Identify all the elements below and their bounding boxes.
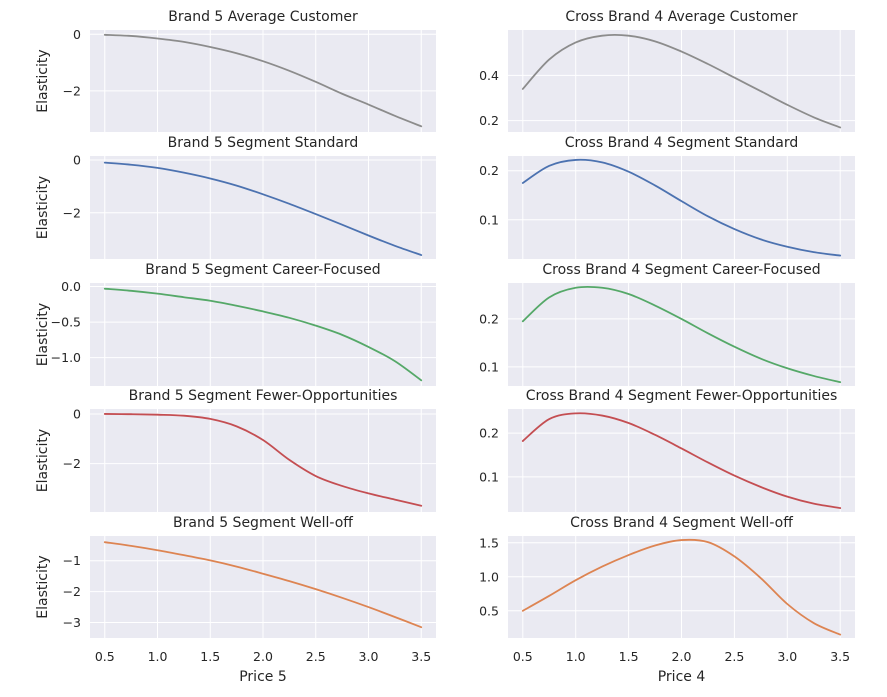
subplot-title: Brand 5 Average Customer	[168, 9, 358, 25]
subplot-5: −1.0 −0.5 0.0 Brand 5 Segment Career-Focuse…	[35, 262, 436, 386]
y-tick-label: 0.2	[479, 426, 499, 441]
subplot-title: Brand 5 Segment Well-off	[173, 515, 353, 531]
x-tick-label: 3.0	[359, 649, 379, 664]
y-tick-label: −2	[63, 205, 81, 220]
x-tick-label: 2.5	[306, 649, 326, 664]
x-tick-label: 3.5	[830, 649, 850, 664]
y-axis-label: Elasticity	[35, 176, 51, 239]
x-tick-label: 1.0	[148, 649, 168, 664]
x-tick-label: 1.0	[566, 649, 586, 664]
y-tick-label: −3	[63, 615, 81, 630]
y-tick-label: 0.1	[479, 212, 499, 227]
subplot-title: Brand 5 Segment Standard	[168, 135, 359, 151]
series-line	[103, 541, 423, 629]
series-line	[521, 412, 842, 509]
y-tick-label: −2	[63, 83, 81, 98]
y-tick-label: 0.2	[479, 163, 499, 178]
y-tick-label: −2	[63, 584, 81, 599]
subplot-title: Cross Brand 4 Average Customer	[565, 9, 798, 25]
subplot-3: −2 0 Brand 5 Segment Standard Elasticity	[35, 135, 436, 259]
y-tick-label: 0	[73, 152, 81, 167]
y-tick-label: 0.2	[479, 113, 499, 128]
series-line	[103, 287, 423, 382]
y-tick-label: −1	[63, 553, 81, 568]
y-tick-label: 0.1	[479, 469, 499, 484]
x-tick-label: 1.5	[619, 649, 639, 664]
x-tick-label: 0.5	[513, 649, 533, 664]
x-tick-label: 1.5	[200, 649, 220, 664]
y-axis-label: Elasticity	[35, 49, 51, 112]
series-line	[521, 285, 842, 384]
x-tick-label: 3.0	[777, 649, 797, 664]
series-line	[103, 413, 423, 507]
y-tick-label: 1.5	[479, 535, 499, 550]
subplot-7: −2 0 Brand 5 Segment Fewer-Opportunities El…	[35, 388, 436, 512]
subplot-title: Brand 5 Segment Fewer-Opportunities	[129, 388, 398, 404]
y-tick-label: 0	[73, 406, 81, 421]
y-tick-label: 0.5	[479, 603, 499, 618]
y-tick-label: −0.5	[51, 315, 81, 330]
y-tick-label: 1.0	[479, 569, 499, 584]
y-axis-label: Elasticity	[35, 555, 51, 618]
x-tick-label: 0.5	[95, 649, 115, 664]
series-line	[521, 158, 842, 257]
subplot-title: Cross Brand 4 Segment Career-Focused	[542, 262, 820, 278]
subplot-title: Brand 5 Segment Career-Focused	[145, 262, 380, 278]
y-axis-label: Elasticity	[35, 429, 51, 492]
subplot-title: Cross Brand 4 Segment Fewer-Opportunitie…	[526, 388, 838, 404]
x-tick-label: 2.0	[253, 649, 273, 664]
subplot-2: 0.2 0.4 Cross Brand 4 Average Customer	[479, 9, 855, 132]
subplot-8: 0.1 0.2 Cross Brand 4 Segment Fewer-Opport…	[479, 388, 855, 512]
y-tick-label: −2	[63, 456, 81, 471]
y-tick-label: 0.2	[479, 311, 499, 326]
subplot-title: Cross Brand 4 Segment Standard	[565, 135, 798, 151]
series-line	[521, 538, 842, 636]
subplot-4: 0.1 0.2 Cross Brand 4 Segment Standard	[479, 135, 855, 259]
x-axis-label: Price 4	[658, 669, 706, 685]
y-axis-label: Elasticity	[35, 303, 51, 366]
x-tick-label: 2.5	[724, 649, 744, 664]
subplot-1: −2 0 Brand 5 Average Customer Elasticity	[35, 9, 436, 132]
subplot-10: 0.5 1.0 1.5 0.5 1.0 1.5 2.0 2.5 3.0 3.5 Cross Bran…	[479, 515, 855, 685]
series-line	[521, 33, 842, 129]
x-tick-label: 3.5	[411, 649, 431, 664]
subplot-6: 0.1 0.2 Cross Brand 4 Segment Career-Focus…	[479, 262, 855, 386]
y-tick-label: 0.1	[479, 359, 499, 374]
series-line	[103, 161, 423, 256]
x-tick-label: 2.0	[672, 649, 692, 664]
y-tick-label: −1.0	[51, 350, 81, 365]
y-tick-label: 0.4	[479, 68, 499, 83]
x-axis-label: Price 5	[239, 669, 287, 685]
subplot-9: −3 −2 −1 0.5 1.0 1.5 2.0 2.5 3.0 3.5 Brand 5 Segme…	[35, 515, 436, 685]
y-tick-label: 0.0	[61, 279, 81, 294]
subplot-title: Cross Brand 4 Segment Well-off	[570, 515, 793, 531]
y-tick-label: 0	[73, 27, 81, 42]
series-line	[103, 33, 423, 128]
